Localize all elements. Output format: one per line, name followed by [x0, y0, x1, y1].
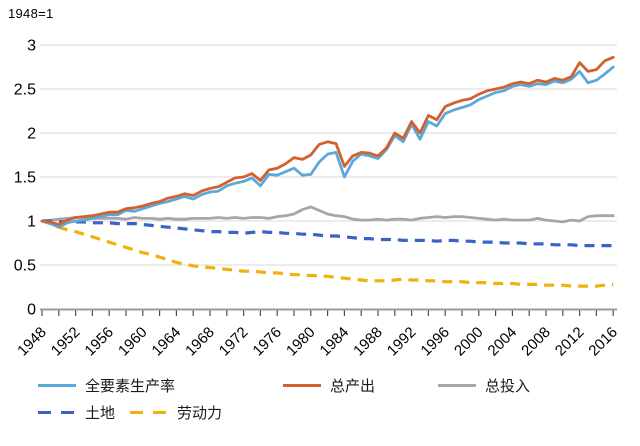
- x-tick-label: 1952: [48, 324, 84, 360]
- x-tick-label: 2016: [585, 324, 621, 360]
- legend-label-land: 土地: [85, 405, 116, 422]
- legend-item-output: 总产出: [283, 375, 438, 396]
- legend-swatch-output: [283, 384, 321, 387]
- legend-label-tfp: 全要素生产率: [85, 378, 176, 395]
- x-tick-label: 1964: [149, 324, 185, 360]
- x-tick-label: 1980: [283, 324, 319, 360]
- x-tick-label: 1968: [182, 324, 218, 360]
- x-tick-label: 1960: [115, 324, 151, 360]
- legend-label-output: 总产出: [330, 378, 376, 395]
- x-tick-label: 2000: [451, 324, 487, 360]
- legend-item-labor: 劳动力: [130, 402, 222, 423]
- legend-swatch-input: [438, 384, 476, 387]
- y-tick-label: 3: [27, 38, 36, 55]
- x-tick-label: 2012: [552, 324, 588, 360]
- series-line-tfp: [40, 65, 615, 229]
- legend-item-input: 总投入: [438, 375, 530, 396]
- legend-swatch-tfp: [38, 384, 76, 387]
- x-tick-label: 1984: [317, 324, 353, 360]
- x-tick-label: 2004: [485, 324, 521, 360]
- baseline-note: 1948=1: [8, 6, 54, 21]
- legend-item-land: 土地: [38, 402, 130, 423]
- y-tick-label: 2: [27, 126, 36, 143]
- x-tick-label: 1996: [417, 324, 453, 360]
- chart-legend: 全要素生产率 总产出 总投入土地 劳动力: [0, 372, 640, 426]
- legend-label-input: 总投入: [485, 378, 531, 395]
- legend-row: 全要素生产率 总产出 总投入: [0, 372, 640, 399]
- series-line-output: [40, 55, 615, 226]
- x-tick-label: 2008: [518, 324, 554, 360]
- x-tick-label: 1948: [14, 324, 50, 360]
- series-line-labor: [41, 219, 614, 288]
- legend-item-tfp: 全要素生产率: [38, 375, 283, 396]
- legend-swatch-labor: [130, 411, 168, 414]
- series-line-land: [42, 219, 614, 248]
- x-tick-label: 1992: [384, 324, 420, 360]
- y-tick-label: 0.5: [14, 258, 36, 275]
- y-tick-label: 2.5: [14, 82, 36, 99]
- x-tick-label: 1972: [216, 324, 252, 360]
- legend-label-labor: 劳动力: [177, 405, 223, 422]
- x-tick-label: 1988: [350, 324, 386, 360]
- x-tick-label: 1976: [249, 324, 285, 360]
- x-tick-label: 1956: [81, 324, 117, 360]
- y-tick-label: 1.5: [14, 170, 36, 187]
- series-line-input: [40, 205, 615, 224]
- legend-swatch-land: [38, 411, 76, 414]
- y-tick-label: 1: [27, 214, 36, 231]
- productivity-line-chart: 00.511.522.53194819521956196019641968197…: [14, 38, 621, 360]
- legend-row: 土地 劳动力: [0, 399, 640, 426]
- y-tick-label: 0: [27, 302, 36, 319]
